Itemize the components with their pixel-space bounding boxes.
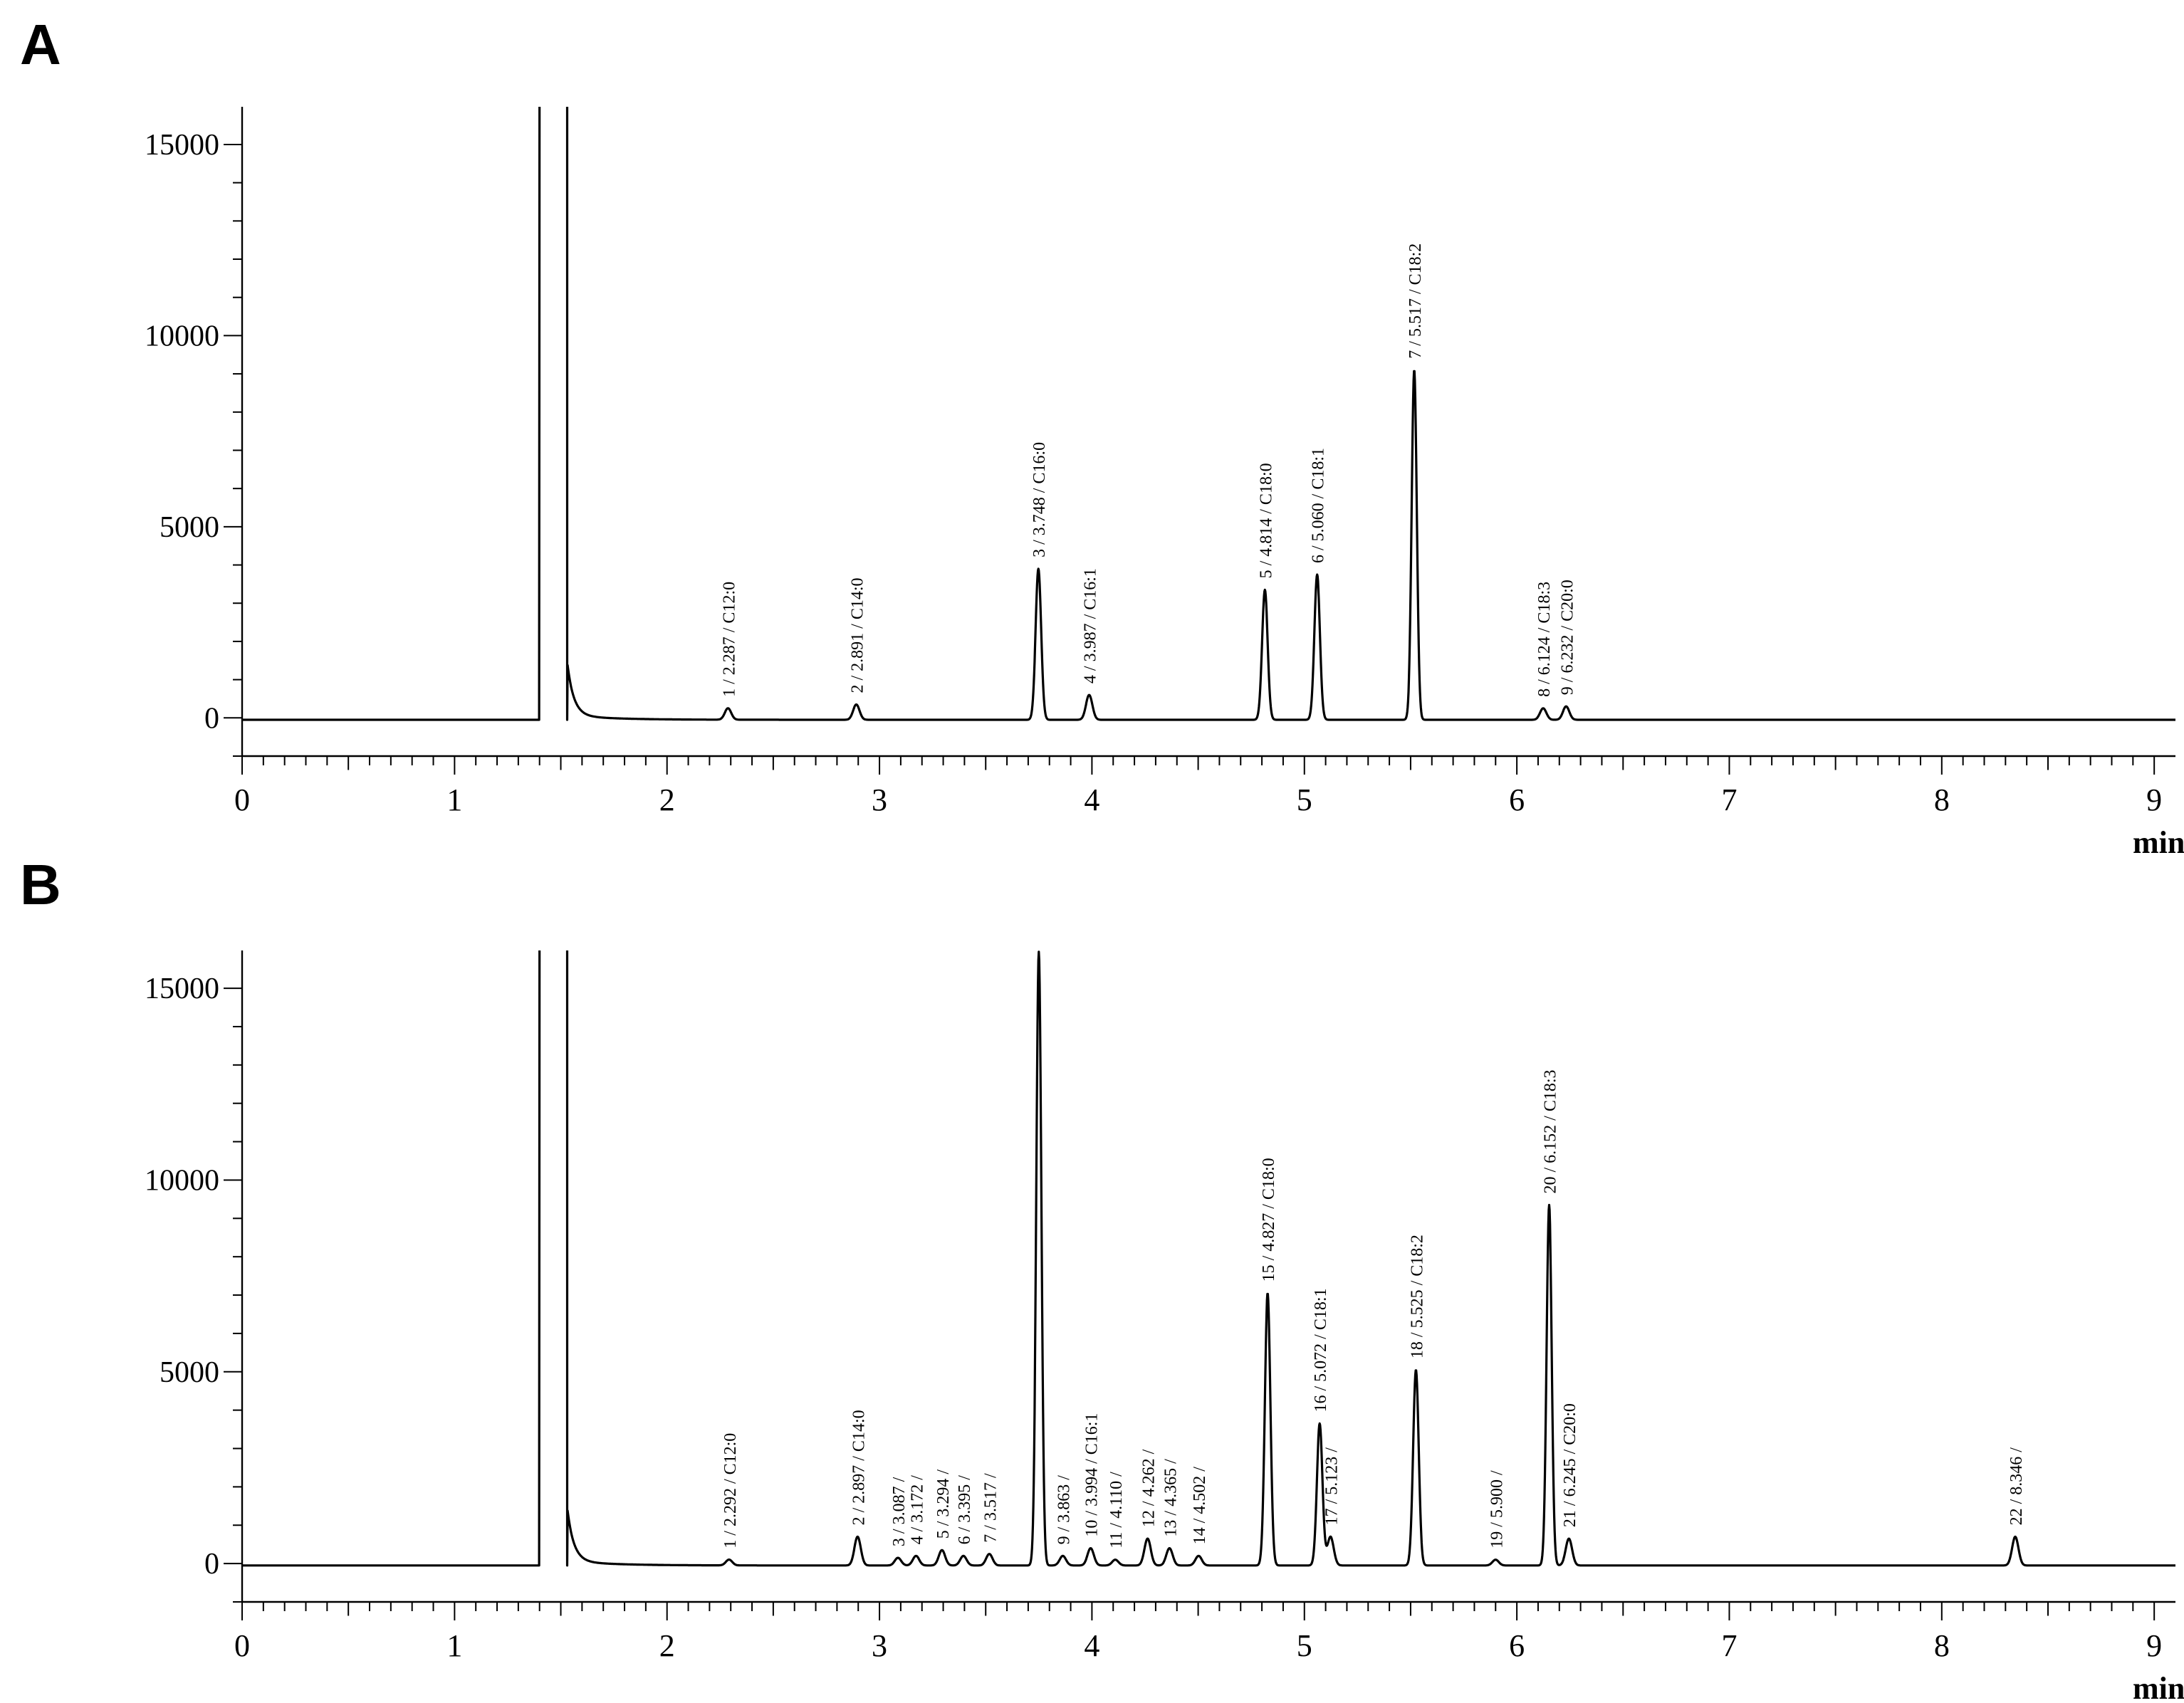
panel-b-peak-label: 10 / 3.994 / C16:1 <box>1083 1413 1102 1537</box>
panel-a-peak-label: 1 / 2.287 / C12:0 <box>720 582 738 697</box>
panel-b-x-tick-label: 5 <box>1297 1628 1312 1663</box>
panel-a-x-unit-label: min <box>2133 825 2184 860</box>
panel-a-peak-label: 7 / 5.517 / C18:2 <box>1406 243 1425 359</box>
panel-b-letter: B <box>20 853 61 916</box>
panel-b-x-tick-label: 9 <box>2146 1628 2162 1663</box>
panel-a-trace <box>242 107 2176 721</box>
panel-b-peak-label: 2 / 2.897 / C14:0 <box>850 1410 868 1525</box>
panel-b-x-tick-label: 1 <box>446 1628 462 1663</box>
panel-a-x-tick-label: 4 <box>1084 782 1099 817</box>
panel-b-peak-label: 13 / 4.365 / <box>1161 1459 1180 1537</box>
panel-b-peak-label: 4 / 3.172 / <box>908 1475 926 1545</box>
panel-a-peak-label: 5 / 4.814 / C18:0 <box>1257 463 1275 578</box>
panel-b-peak-label: 5 / 3.294 / <box>934 1469 953 1539</box>
panel-a-y-tick-label: 5000 <box>160 511 219 544</box>
panel-a-peak-label: 6 / 5.060 / C18:1 <box>1310 448 1328 563</box>
panel-b-trace <box>242 950 2176 1567</box>
panel-b-x-unit-label: min <box>2133 1671 2184 1703</box>
panel-a-x-tick-label: 3 <box>872 782 887 817</box>
panel-a-peak-label: 2 / 2.891 / C14:0 <box>849 577 867 693</box>
panel-b-y-tick-label: 15000 <box>145 973 219 1005</box>
panel-b-peak-label: 11 / 4.110 / <box>1107 1472 1126 1549</box>
panel-a-x-tick-label: 8 <box>1934 782 1950 817</box>
panel-b-peak-label: 21 / 6.245 / C20:0 <box>1561 1403 1579 1527</box>
panel-a-letter: A <box>20 13 61 76</box>
panel-b-peak-label: 22 / 8.346 / <box>2007 1447 2026 1526</box>
panel-a-x-tick-label: 6 <box>1509 782 1525 817</box>
panel-a: A 0 5000 10000 15000 0 1 2 3 4 5 6 7 8 9 min 1 / 2.287 … <box>20 13 2184 860</box>
panel-a-y-tick-label: 15000 <box>145 129 219 162</box>
panel-b-peak-label: 17 / 5.123 / <box>1323 1447 1342 1526</box>
panel-b-y-tick-label: 10000 <box>145 1164 219 1197</box>
panel-a-peak-label: 8 / 6.124 / C18:3 <box>1535 582 1554 697</box>
panel-a-peak-label: 9 / 6.232 / C20:0 <box>1558 580 1577 695</box>
panel-b-x-tick-label: 3 <box>872 1628 887 1663</box>
panel-b-peak-label: 16 / 5.072 / C18:1 <box>1312 1288 1330 1412</box>
panel-b-x-tick-label: 4 <box>1084 1628 1099 1663</box>
panel-a-y-tick-label: 0 <box>204 702 219 735</box>
panel-b-peak-label: 20 / 6.152 / C18:3 <box>1542 1069 1560 1193</box>
panel-b-peak-label: 9 / 3.863 / <box>1055 1475 1074 1545</box>
panel-a-peak-label: 4 / 3.987 / C16:1 <box>1082 568 1100 683</box>
panel-b-x-tick-label: 2 <box>659 1628 675 1663</box>
panel-b-y-tick-label: 0 <box>204 1548 219 1581</box>
panel-b-y-tick-label: 5000 <box>160 1356 219 1389</box>
panel-a-peak-label: 3 / 3.748 / C16:0 <box>1030 442 1049 557</box>
panel-b-peak-label: 3 / 3.087 / <box>890 1477 909 1546</box>
panel-b-x-tick-label: 7 <box>1721 1628 1737 1663</box>
panel-a-x-tick-label: 0 <box>234 782 250 817</box>
panel-b-peak-label: 1 / 2.292 / C12:0 <box>721 1433 740 1549</box>
panel-b-x-tick-label: 0 <box>234 1628 250 1663</box>
panel-a-y-tick-label: 10000 <box>145 320 219 352</box>
panel-b: B 0 5000 10000 15000 0 1 2 3 4 5 6 7 8 9 min 1 / 2.292 … <box>20 853 2184 1703</box>
panel-a-x-tick-label: 2 <box>659 782 675 817</box>
panel-b-peak-label: 14 / 4.502 / <box>1191 1467 1209 1545</box>
panel-a-x-tick-label: 5 <box>1297 782 1312 817</box>
panel-b-x-tick-label: 6 <box>1509 1628 1525 1663</box>
panel-a-x-tick-label: 1 <box>446 782 462 817</box>
panel-b-peak-label: 19 / 5.900 / <box>1488 1470 1506 1549</box>
panel-b-peak-label: 15 / 4.827 / C18:0 <box>1260 1158 1278 1282</box>
panel-a-x-tick-label: 7 <box>1721 782 1737 817</box>
panel-b-x-tick-label: 8 <box>1934 1628 1950 1663</box>
panel-b-peak-label: 7 / 3.517 / <box>981 1473 1000 1543</box>
panel-b-peak-label: 18 / 5.525 / C18:2 <box>1408 1235 1426 1358</box>
panel-b-peak-label: 12 / 4.262 / <box>1140 1449 1159 1527</box>
panel-b-peak-label: 6 / 3.395 / <box>956 1475 974 1545</box>
panel-a-x-tick-label: 9 <box>2146 782 2162 817</box>
